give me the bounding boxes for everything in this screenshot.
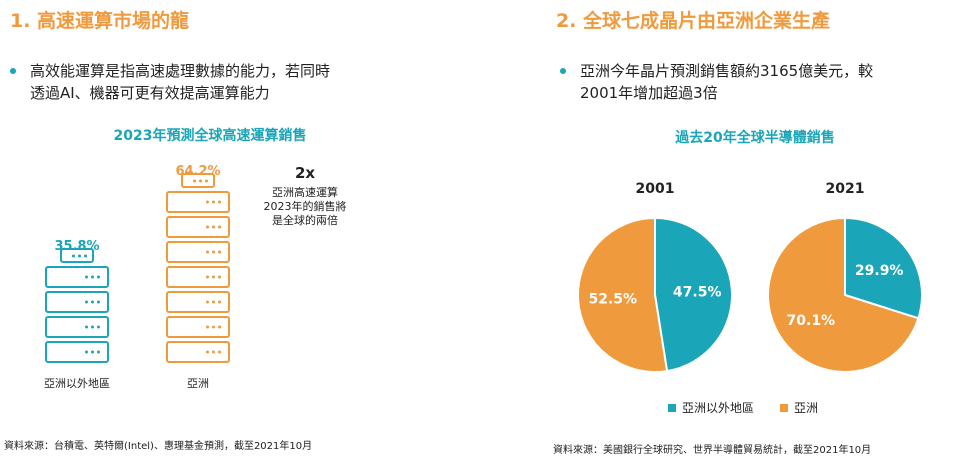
right-bullet-line2: 2001年增加超過3倍 <box>580 84 718 102</box>
pie-slice-asia <box>577 216 669 373</box>
pie-slice-label: 70.1% <box>787 313 836 329</box>
pie-slice-label: 52.5% <box>588 291 637 307</box>
server-unit-asia <box>166 191 230 213</box>
pie-slice-label: 29.9% <box>855 263 904 279</box>
left-chart-title: 2023年預測全球高速運算銷售 <box>113 128 307 144</box>
server-unit-asia <box>166 291 230 313</box>
server-unit-outside <box>45 266 109 288</box>
right-chart-title: 過去20年全球半導體銷售 <box>675 130 835 146</box>
bar-value-label: 64.2% <box>175 164 221 179</box>
server-unit-asia <box>166 216 230 238</box>
legend-swatch-asia <box>780 403 789 412</box>
right-bullet-line1: 亞洲今年晶片預測銷售額約3165億美元，較 <box>580 62 874 80</box>
server-unit-asia <box>166 266 230 288</box>
note-text: 亞洲高速運算 2023年的銷售將 是全球的兩倍 <box>235 186 375 228</box>
pie-2001-year: 2001 <box>635 181 675 197</box>
server-unit-outside <box>45 316 109 338</box>
server-unit-outside <box>45 291 109 313</box>
note-line-3: 是全球的兩倍 <box>272 214 338 227</box>
right-bullet: 亞洲今年晶片預測銷售額約3165億美元，較 2001年增加超過3倍 <box>560 60 955 104</box>
server-unit-outside <box>45 341 109 363</box>
pie-slice-outside <box>844 216 923 320</box>
right-source: 資料來源：美國銀行全球研究、世界半導體貿易統計，截至2021年10月 <box>553 445 872 456</box>
pie-slice-label: 47.5% <box>673 285 722 301</box>
note-line-2: 2023年的銷售將 <box>263 200 347 213</box>
server-unit-asia <box>166 341 230 363</box>
pie-slice-outside <box>654 216 733 373</box>
left-bullet-line2: 透過AI、機器可更有效提高運算能力 <box>30 84 270 102</box>
bullet-dot <box>560 68 566 74</box>
legend-label-asia: 亞洲 <box>794 401 819 415</box>
server-unit-asia <box>166 316 230 338</box>
pie-slice-asia <box>767 216 920 373</box>
pie-legend: 亞洲以外地區 亞洲 <box>668 399 818 416</box>
pie-2021-year: 2021 <box>825 181 865 197</box>
left-heading: 1. 高速運算市場的龍 <box>10 10 190 32</box>
note-multiplier: 2x <box>294 164 316 182</box>
note-line-1: 亞洲高速運算 <box>272 186 338 199</box>
bar-value-label: 35.8% <box>54 239 100 254</box>
legend-swatch-outside <box>668 403 676 412</box>
left-bullet: 高效能運算是指高速處理數據的能力，若同時 透過AI、機器可更有效提高運算能力 <box>10 60 430 104</box>
legend-label-outside: 亞洲以外地區 <box>682 401 755 415</box>
right-heading: 2. 全球七成晶片由亞洲企業生產 <box>556 10 831 32</box>
server-unit-outside <box>60 248 94 263</box>
bar-category-label: 亞洲以外地區 <box>44 377 110 390</box>
bullet-dot <box>10 68 16 74</box>
left-source: 資料來源：台積電、英特爾(Intel)、惠理基金預測，截至2021年10月 <box>4 441 313 452</box>
bar-category-label: 亞洲 <box>187 377 209 390</box>
left-bullet-line1: 高效能運算是指高速處理數據的能力，若同時 <box>30 62 331 80</box>
server-unit-asia <box>166 241 230 263</box>
server-unit-asia <box>181 173 215 188</box>
